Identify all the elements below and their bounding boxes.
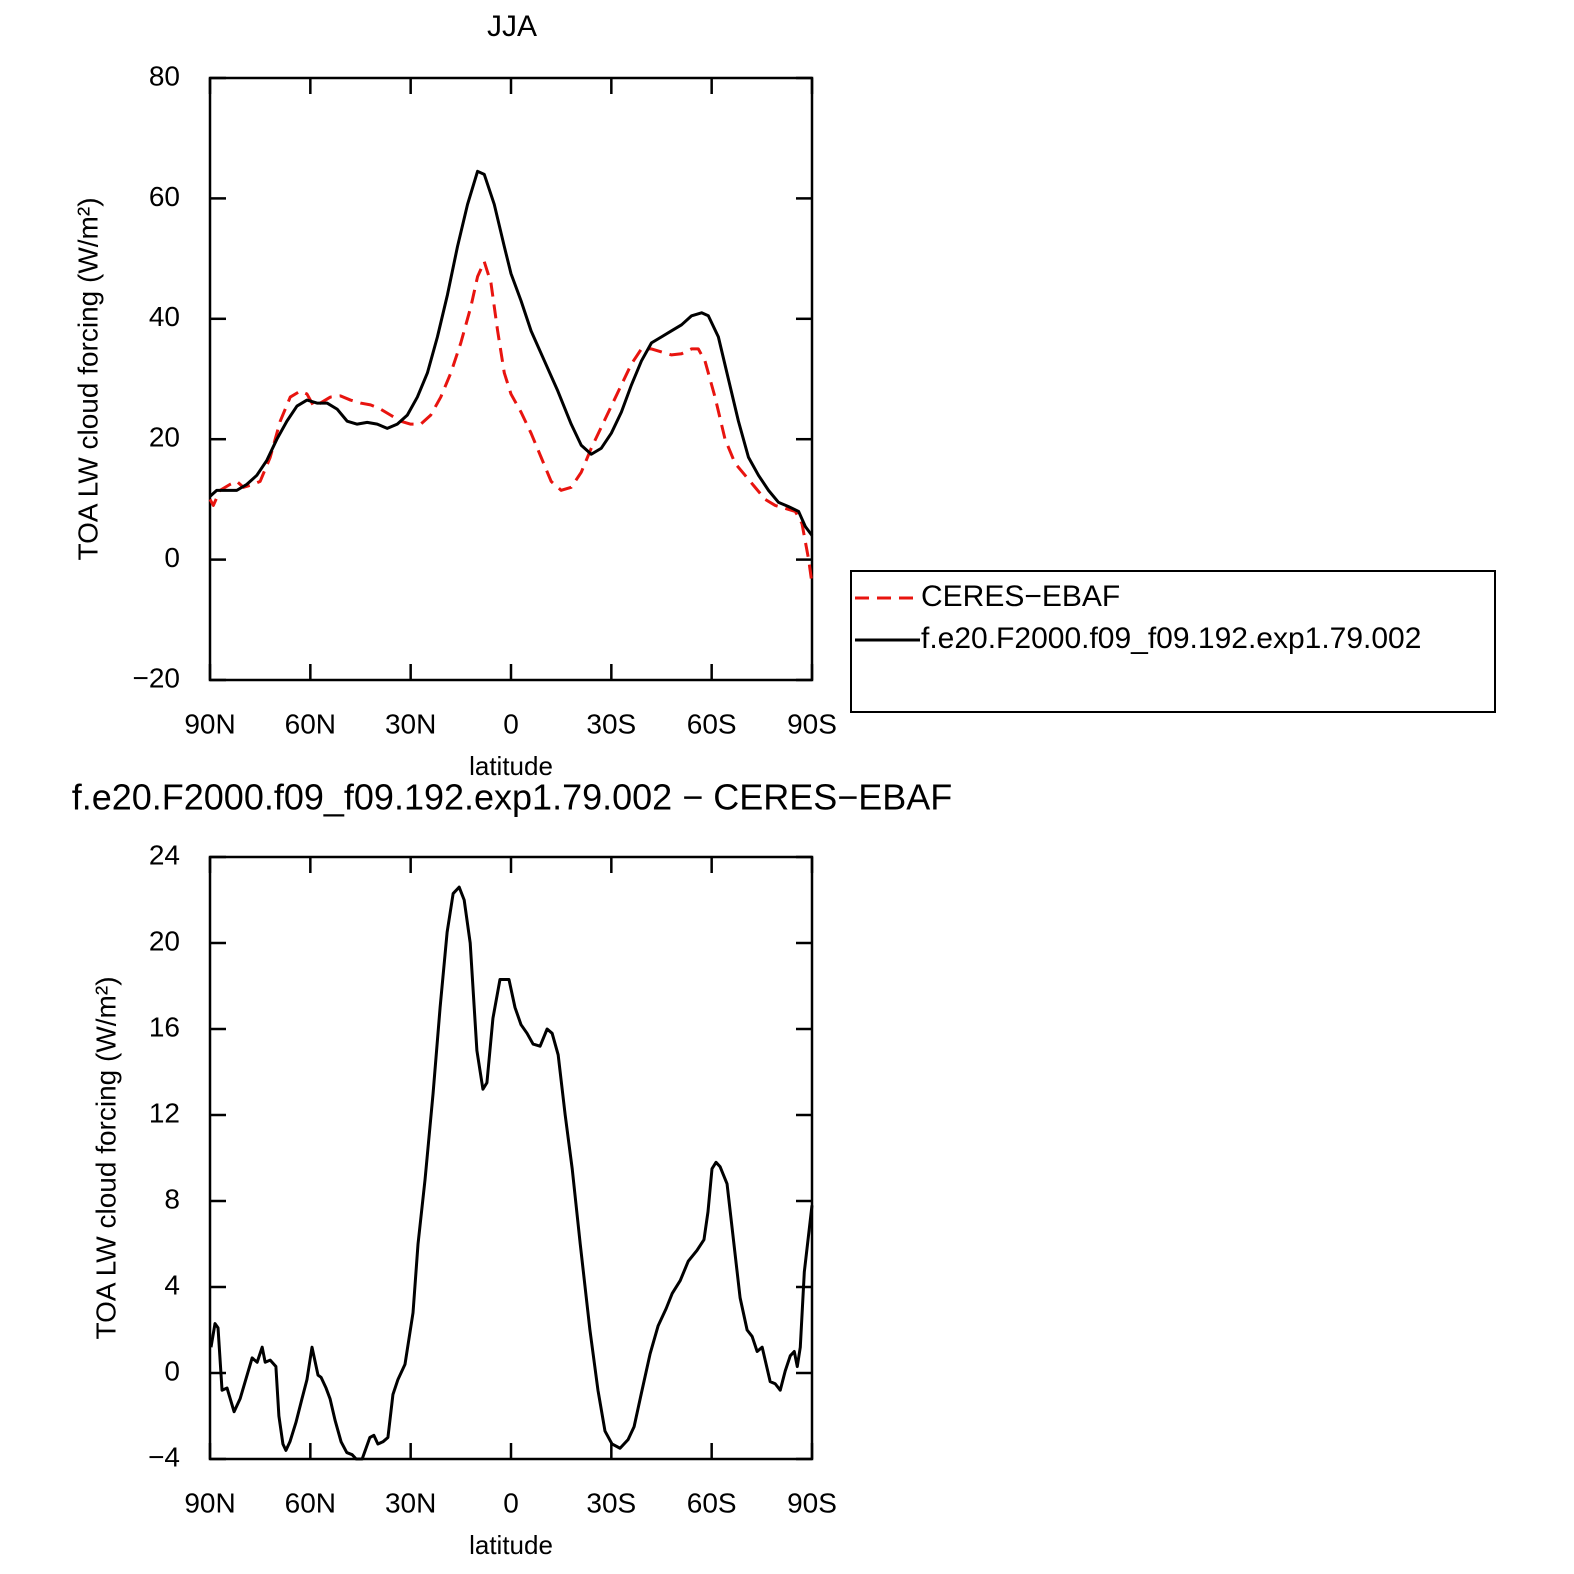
y-axis-label: TOA LW cloud forcing (W/m²) [72,197,103,560]
x-tick-label: 0 [503,1487,519,1518]
x-tick-label: 30S [586,708,636,739]
x-tick-label: 30N [385,1487,436,1518]
plot: −20 0 20 40 60 80 90N 60N 30N 0 30S 60S 90S JJA latitu… [72,10,837,781]
y-tick-label: 0 [164,542,180,573]
legend-label: CERES−EBAF [921,580,1120,613]
x-axis-label: latitude [469,1530,553,1560]
x-tick-label: 30N [385,708,436,739]
x-tick-label: 0 [503,708,519,739]
data-line [208,169,814,537]
y-tick-label: 80 [149,60,180,91]
y-tick-label: 24 [149,839,180,870]
x-tick-label: 90N [184,708,235,739]
plot-frame [208,76,814,682]
y-tick-label: 40 [149,301,180,332]
x-tick-label: 90S [787,708,837,739]
legend: CERES−EBAF f.e20.F2000.f09_f09.192.exp1.7… [850,570,1496,713]
legend-box [850,570,1496,713]
data-line [209,885,814,1461]
x-axis-label: latitude [469,751,553,781]
data-line [208,260,814,584]
y-tick-label: 16 [149,1011,180,1042]
x-tick-label: 60N [285,708,336,739]
y-tick-label: 0 [164,1355,180,1386]
chart-title: JJA [487,10,537,43]
x-tick-label: 30S [586,1487,636,1518]
x-tick-label: 60S [687,1487,737,1518]
legend-label: f.e20.F2000.f09_f09.192.exp1.79.002 [921,622,1421,655]
y-tick-label: 8 [164,1183,180,1214]
y-axis-label: TOA LW cloud forcing (W/m²) [90,976,121,1339]
chart-title: f.e20.F2000.f09_f09.192.exp1.79.002 − CE… [72,777,953,818]
y-tick-label: 4 [164,1269,180,1300]
x-tick-label: 90S [787,1487,837,1518]
y-tick-label: −4 [148,1441,180,1472]
plot: −4 0 4 8 12 16 20 24 90N 60N 30N 0 30S 60S 90S f.e20.F2… [72,777,953,1560]
x-tick-label: 90N [184,1487,235,1518]
plot-frame [208,855,814,1461]
y-tick-label: 20 [149,925,180,956]
y-tick-label: 60 [149,181,180,212]
y-tick-label: −20 [133,662,181,693]
x-tick-label: 60N [285,1487,336,1518]
y-tick-label: 20 [149,422,180,453]
y-tick-label: 12 [149,1097,180,1128]
x-tick-label: 60S [687,708,737,739]
